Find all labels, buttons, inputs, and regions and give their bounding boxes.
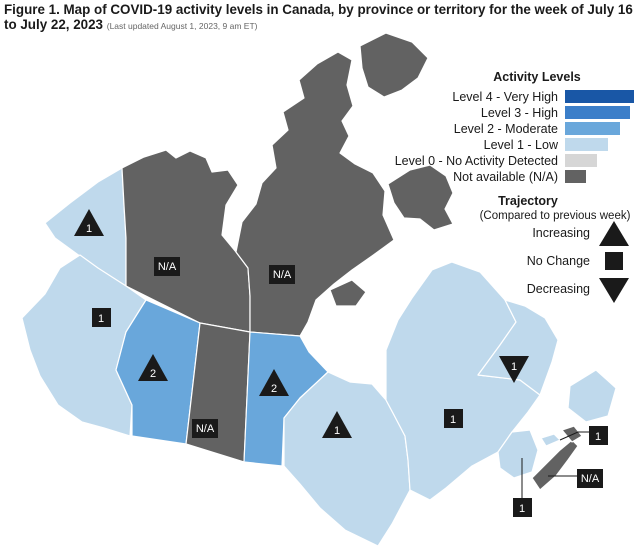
legend-swatch-level-3	[565, 106, 630, 119]
region-nunavut-southampton	[329, 279, 367, 307]
legend-label-level-0: Level 0 - No Activity Detected	[395, 154, 558, 168]
triangle-up-icon	[599, 221, 629, 246]
level-ns: N/A	[581, 473, 600, 485]
callout-line-pei	[559, 431, 590, 441]
square-icon	[444, 409, 463, 428]
region-cape-breton	[561, 425, 583, 443]
level-quebec: 1	[450, 414, 456, 426]
legend-swatch-level-4	[565, 90, 634, 103]
marker-quebec: 1	[444, 409, 463, 428]
square-icon	[513, 498, 532, 517]
marker-nova-scotia: N/A	[577, 469, 603, 488]
level-nl: 1	[511, 361, 517, 373]
legend-label-level-1: Level 1 - Low	[484, 138, 559, 152]
square-icon	[589, 426, 608, 445]
level-yukon: 1	[86, 223, 92, 235]
legend-label-level-2: Level 2 - Moderate	[454, 122, 558, 136]
legend-swatch-level-1	[565, 138, 608, 151]
badge-box	[577, 469, 603, 488]
marker-ontario: 1	[322, 411, 352, 438]
level-alberta: 2	[150, 368, 156, 380]
trajectory-legend: Trajectory (Compared to previous week) I…	[480, 194, 631, 303]
triangle-up-icon	[259, 369, 289, 396]
square-icon	[605, 252, 623, 270]
legend-label-level-3: Level 3 - High	[481, 106, 558, 120]
marker-new-brunswick: 1	[513, 498, 532, 517]
triangle-up-icon	[74, 209, 104, 236]
level-nwt: N/A	[158, 261, 177, 273]
marker-manitoba: 2	[259, 369, 289, 396]
marker-newfoundland-labrador: 1	[499, 356, 529, 383]
legend-title: Activity Levels	[493, 70, 581, 84]
badge-box	[192, 419, 218, 438]
title-text: Figure 1. Map of COVID-19 activity level…	[4, 2, 633, 32]
level-manitoba: 2	[271, 383, 277, 395]
badge-box	[154, 257, 180, 276]
triangle-down-icon	[499, 356, 529, 383]
region-prince-edward-island	[540, 433, 561, 447]
marker-northwest-territories: N/A	[154, 257, 180, 276]
region-nunavut	[235, 51, 395, 337]
region-newfoundland-labrador	[477, 299, 559, 396]
level-saskatchewan: N/A	[196, 423, 215, 435]
triangle-up-icon	[322, 411, 352, 438]
trajectory-title: Trajectory	[498, 194, 558, 208]
marker-prince-edward-island: 1	[589, 426, 608, 445]
square-icon	[92, 308, 111, 327]
badge-box	[269, 265, 295, 284]
marker-alberta: 2	[138, 354, 168, 381]
marker-saskatchewan: N/A	[192, 419, 218, 438]
map-title: Figure 1. Map of COVID-19 activity level…	[4, 2, 634, 34]
trajectory-subtitle: (Compared to previous week)	[480, 210, 631, 222]
level-bc: 1	[98, 313, 104, 325]
last-updated: (Last updated August 1, 2023, 9 am ET)	[106, 21, 258, 31]
triangle-down-icon	[599, 278, 629, 303]
marker-nunavut: N/A	[269, 265, 295, 284]
marker-yukon: 1	[74, 209, 104, 236]
triangle-up-icon	[138, 354, 168, 381]
trajectory-label-decreasing: Decreasing	[527, 282, 590, 296]
legend: Activity Levels Level 4 - Very High Leve…	[395, 70, 634, 184]
legend-label-na: Not available (N/A)	[453, 170, 558, 184]
region-newfoundland-island	[567, 369, 617, 423]
level-pei: 1	[595, 431, 601, 443]
legend-swatch-level-0	[565, 154, 597, 167]
level-ontario: 1	[334, 425, 340, 437]
level-nunavut: N/A	[273, 269, 292, 281]
legend-label-level-4: Level 4 - Very High	[452, 90, 558, 104]
legend-swatch-level-2	[565, 122, 620, 135]
region-northwest-territories	[121, 149, 251, 333]
marker-british-columbia: 1	[92, 308, 111, 327]
level-nb: 1	[519, 503, 525, 515]
region-nunavut-baffin	[387, 164, 454, 231]
region-nunavut-arctic-islands	[359, 32, 429, 98]
trajectory-label-no-change: No Change	[527, 254, 590, 268]
legend-swatch-na	[565, 170, 586, 183]
region-nova-scotia	[531, 439, 579, 491]
trajectory-label-increasing: Increasing	[532, 226, 590, 240]
region-new-brunswick	[497, 429, 539, 479]
